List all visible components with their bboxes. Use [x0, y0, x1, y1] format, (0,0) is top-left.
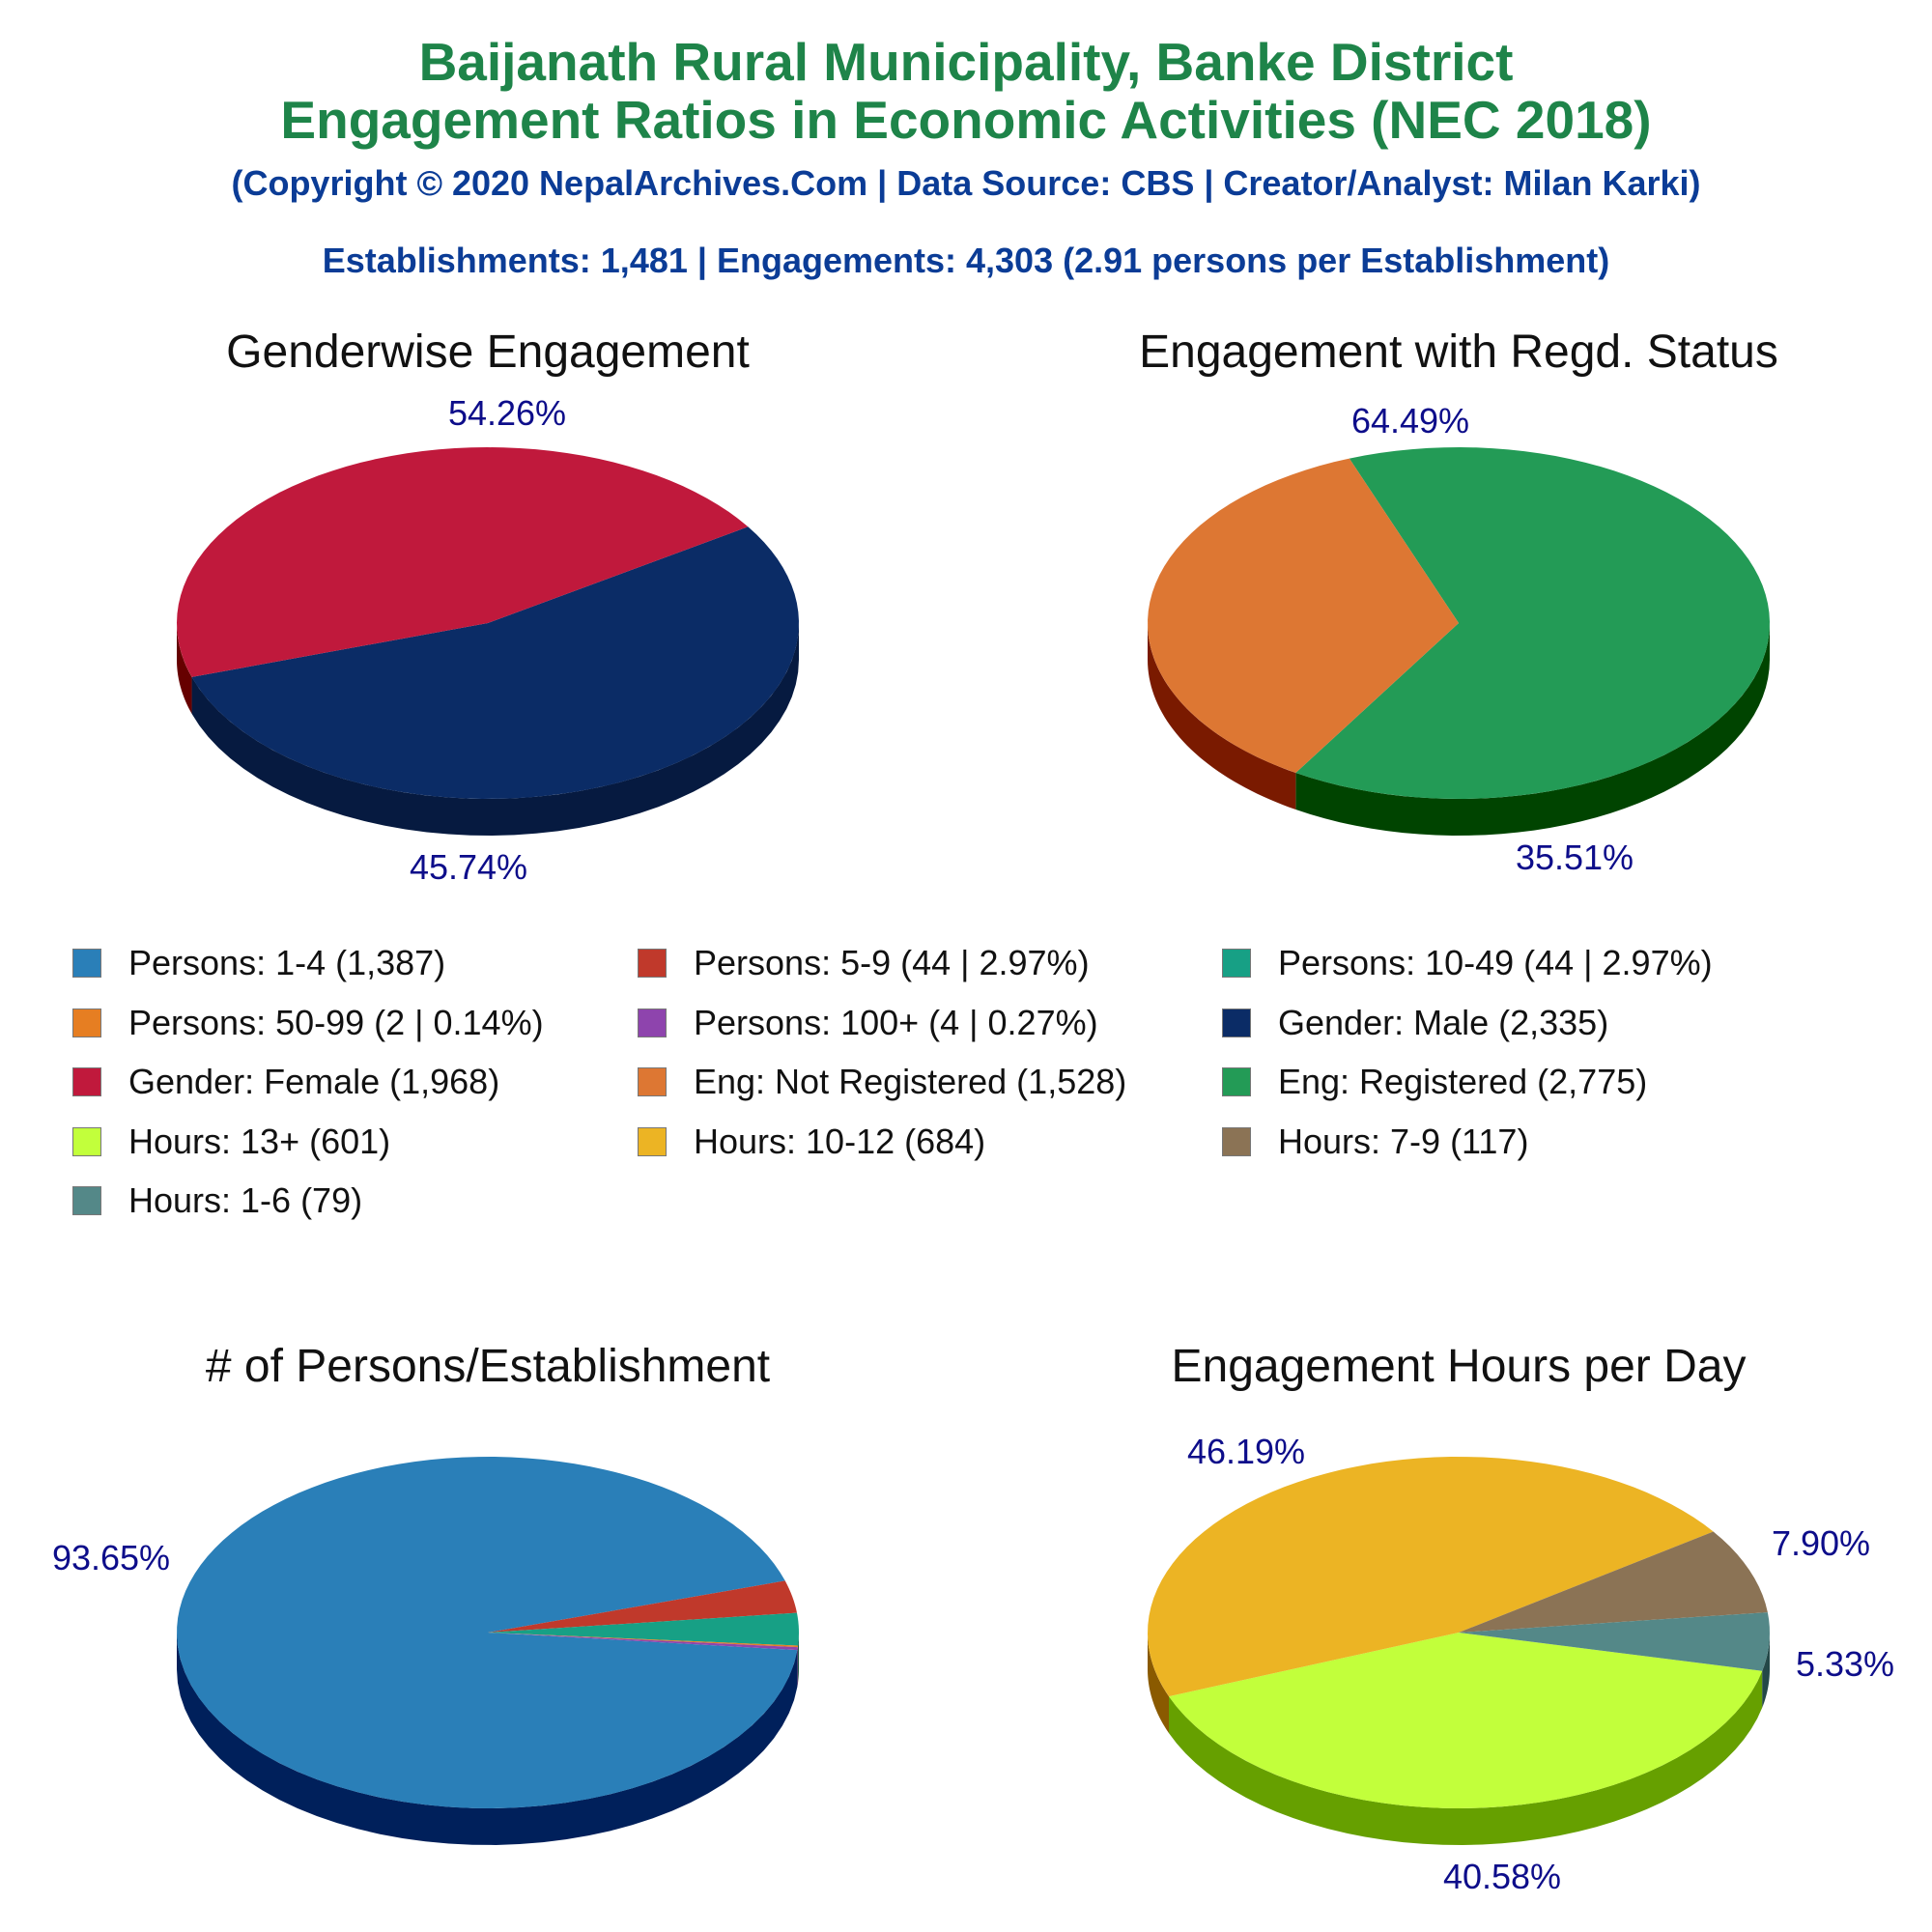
- establishment-stats: Establishments: 1,481 | Engagements: 4,3…: [322, 241, 1610, 280]
- pie-slice-gender-female: [177, 447, 749, 677]
- pie-sides: [177, 623, 800, 836]
- pie-side-persons-10-49: [798, 1633, 799, 1683]
- pie-side-hours-1-6: [1762, 1633, 1770, 1708]
- pie-percent-label: 54.26%: [448, 393, 566, 433]
- pie-slice-hours-13-: [1169, 1633, 1763, 1808]
- pie-side-gender-female: [177, 623, 192, 714]
- pie-title: # of Persons/Establishment: [206, 1341, 770, 1392]
- pie-percent-label: 5.33%: [1796, 1644, 1894, 1684]
- pie-chart-3: # of Persons/Establishment 93.65%: [52, 1341, 799, 1845]
- pie-sides: [177, 1633, 799, 1845]
- pie-side-eng-not-registered: [1148, 623, 1296, 810]
- pie-percent-label: 7.90%: [1772, 1523, 1870, 1563]
- pie-side-gender-male: [191, 623, 800, 836]
- pie-slice-persons-5-9: [488, 1580, 797, 1633]
- pie-slice-persons-10-49: [488, 1612, 799, 1646]
- pie-slice-persons-1-4: [177, 1457, 798, 1808]
- pie-percent-label: 40.58%: [1443, 1857, 1561, 1896]
- pie-percent-label: 64.49%: [1351, 401, 1469, 440]
- pie-percent-label: 93.65%: [52, 1538, 170, 1577]
- pie-side-hours-10-12: [1148, 1633, 1170, 1734]
- copyright-subtitle: (Copyright © 2020 NepalArchives.Com | Da…: [231, 163, 1701, 203]
- pie-chart-2: Engagement with Regd. Status 64.49% 35.51%: [1139, 327, 1778, 877]
- pie-slice-eng-registered: [1295, 447, 1770, 799]
- pie-title: Genderwise Engagement: [226, 327, 750, 378]
- pie-side-eng-registered: [1295, 623, 1770, 836]
- pie-percent-label: 46.19%: [1187, 1432, 1305, 1471]
- pie-sides: [1148, 623, 1770, 836]
- pie-slice-persons-50-99: [488, 1633, 799, 1648]
- pie-chart-1: Genderwise Engagement 54.26% 45.74%: [177, 327, 800, 887]
- pie-title: Engagement with Regd. Status: [1139, 327, 1778, 378]
- pie-slice-gender-male: [191, 526, 799, 799]
- pie-slice-hours-10-12: [1148, 1457, 1714, 1697]
- pie-chart-4: Engagement Hours per Day 40.58% 46.19% 7.90…: [1148, 1341, 1894, 1896]
- pie-slice-persons-100-: [488, 1633, 798, 1651]
- pie-percent-label: 35.51%: [1516, 838, 1634, 877]
- pie-side-persons-1-4: [177, 1633, 798, 1845]
- pie-percent-label: 45.74%: [410, 847, 527, 887]
- pie-slice-eng-not-registered: [1148, 458, 1459, 774]
- chart-title-line2: Engagement Ratios in Economic Activities…: [280, 90, 1652, 150]
- pie-slice-hours-7-9: [1459, 1531, 1768, 1633]
- pie-slice-hours-1-6: [1459, 1612, 1770, 1671]
- chart-title-line1: Baijanath Rural Municipality, Banke Dist…: [418, 32, 1514, 92]
- pie-side-hours-13-: [1169, 1670, 1763, 1845]
- pie-title: Engagement Hours per Day: [1172, 1341, 1747, 1392]
- pie-sides: [1148, 1633, 1770, 1845]
